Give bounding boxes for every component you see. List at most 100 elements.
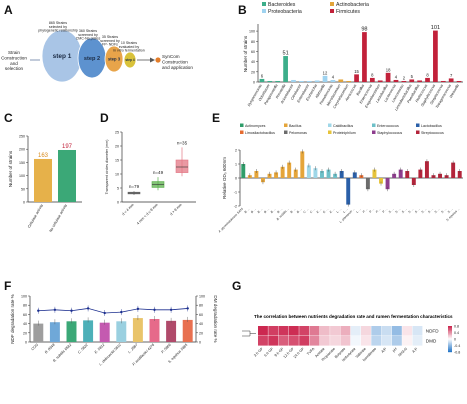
legend-label-firmicutes: Firmicutes <box>336 9 360 15</box>
b-ytick-label: 20 <box>251 70 255 74</box>
f-ytick-label: 100 <box>21 295 27 299</box>
d-ytick-label: 10 <box>115 173 119 177</box>
e-ytick-label: -2 <box>234 205 237 209</box>
funnel-step-label-3: step 3 <box>108 56 121 61</box>
e-category-label: S. ... <box>447 207 454 214</box>
funnel-note-3-line: screened by <box>100 39 120 43</box>
c-ylabel: Number of strains <box>8 150 13 187</box>
b-bar <box>456 80 462 82</box>
e-legend-swatch <box>284 123 288 127</box>
f-ytick-label: 60 <box>23 313 27 317</box>
c-value-label: 197 <box>62 144 73 150</box>
g-heatmap-cell <box>330 336 340 346</box>
b-bar <box>267 80 273 82</box>
e-bar <box>392 173 397 178</box>
b-value-label: 98 <box>361 27 367 33</box>
d-ytick-label: 15 <box>115 159 119 163</box>
f-y2tick-label: 80 <box>199 304 203 308</box>
b-bar <box>314 80 320 82</box>
c-bar <box>58 149 76 202</box>
d-category-label: d > 9 mm <box>169 203 183 217</box>
f-y2tick-label: 0 <box>199 341 201 345</box>
g-heatmap-cell <box>258 326 268 336</box>
funnel-note-4-line: 10 Strains <box>121 41 137 45</box>
b-bar <box>433 30 438 82</box>
e-bar <box>260 178 265 183</box>
b-ytick-label: 60 <box>251 50 255 54</box>
e-ytick-label: 2 <box>235 149 237 153</box>
e-bar <box>379 178 383 184</box>
b-bar <box>440 80 446 82</box>
g-scale-step <box>448 332 452 334</box>
b-value-label: 7 <box>450 73 453 78</box>
arrow-out-head <box>150 57 155 63</box>
f-y2tick-label: 20 <box>199 331 203 335</box>
funnel-note-3: 35 Strains screened by FP- NDFs <box>100 35 120 47</box>
e-bar <box>326 169 331 178</box>
g-col-label: 24 h GP <box>293 346 306 359</box>
b-ytick-label: 40 <box>251 60 255 64</box>
funnel-note-1-line: 865 Strains <box>49 21 67 25</box>
e-bar <box>385 178 390 190</box>
b-value-label: 18 <box>386 67 391 72</box>
panel-a-left-text-line: selection <box>5 66 24 71</box>
e-category-label: S. ... <box>401 207 408 214</box>
c-ytick-label: 150 <box>19 161 25 165</box>
g-scale-step <box>448 335 452 337</box>
f-bar <box>182 319 193 342</box>
funnel-note-1-line: phylogenetic relationship <box>38 29 78 33</box>
e-bar <box>339 171 344 178</box>
b-category-label: Prevotella <box>275 84 286 100</box>
g-scale-step <box>448 348 452 350</box>
e-category-label: B. ... <box>276 207 283 214</box>
g-scale-label: 0.8 <box>454 325 459 329</box>
panel-f: F 0 0 20 20 40 40 60 60 80 80 100 100 NDF degradatio… <box>4 279 218 366</box>
c-value-label: 163 <box>38 153 49 159</box>
funnel-note-3-line: 35 Strains <box>102 35 118 39</box>
g-heatmap-cell <box>278 336 289 346</box>
legend-swatch-proteobacteria <box>262 9 266 13</box>
g-scale-label: 0.4 <box>454 331 459 335</box>
b-value-label: 2 <box>403 75 406 80</box>
funnel-step-label-1: step 1 <box>53 53 72 60</box>
e-ytick-label: 0 <box>235 177 237 181</box>
funnel-note-4-line: in vitro fermentation <box>113 49 145 53</box>
legend-label-proteobacteria: Proteobacteria <box>268 9 302 15</box>
g-col-label: pH <box>392 347 398 353</box>
d-ytick-label: 5 <box>117 187 119 191</box>
e-category-label: P. ... <box>375 207 382 214</box>
c-ytick-label: 0 <box>23 201 25 205</box>
e-ytick-label: 1 <box>235 163 237 167</box>
d-ytick-label: 25 <box>115 131 119 135</box>
e-category-label: S. ... <box>388 207 395 214</box>
d-category-label: 4 mm < d ≤ 9 mm <box>136 203 159 226</box>
funnel-note-2-line: 360 Strains <box>79 29 97 33</box>
g-heatmap-cell <box>309 336 320 346</box>
b-bar <box>425 77 430 82</box>
e-bar <box>365 178 370 190</box>
e-category-label: P. ... <box>368 207 375 214</box>
e-bar <box>313 168 318 178</box>
g-heatmap-cell <box>340 336 351 346</box>
legend-swatch-firmicutes <box>330 9 334 13</box>
f-bar <box>132 318 143 342</box>
d-count-label: n=35 <box>177 140 188 145</box>
f-ytick-label: 20 <box>23 331 27 335</box>
g-heatmap-cell <box>278 326 289 336</box>
e-category-label: B. ... <box>296 207 303 214</box>
f-ytick-label: 80 <box>23 304 27 308</box>
e-category-label: S. ... <box>420 207 427 214</box>
e-category-label: P. ... <box>362 207 369 214</box>
g-scale-step <box>448 329 452 332</box>
f-bar <box>33 323 44 342</box>
b-bar <box>259 78 265 82</box>
b-value-label: 12 <box>323 70 328 75</box>
e-bar <box>411 178 416 185</box>
e-bar <box>333 173 338 178</box>
g-row-dendrogram <box>242 330 256 337</box>
g-heatmap-cell <box>412 336 423 346</box>
b-value-label: 4 <box>332 74 335 79</box>
e-legend-label: Staphylococcus <box>377 131 402 135</box>
funnel-note-2-line: CMC-Na plates <box>76 37 101 41</box>
f-y2tick-label: 100 <box>199 295 205 299</box>
